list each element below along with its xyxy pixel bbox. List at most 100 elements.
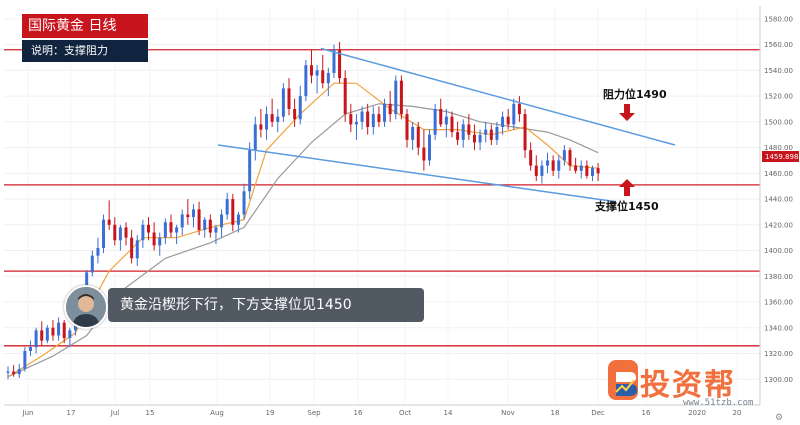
candle-body xyxy=(175,227,179,233)
candle-body xyxy=(231,199,235,225)
candle-body xyxy=(236,214,240,225)
resistance-label: 阻力位1490 xyxy=(603,87,667,101)
candle-body xyxy=(377,114,381,122)
candle-body xyxy=(557,160,561,171)
candle-body xyxy=(96,247,100,256)
candle-body xyxy=(90,255,94,273)
candle-body xyxy=(248,150,252,192)
candle-body xyxy=(276,116,280,122)
candle-body xyxy=(343,78,347,115)
y-tick-label: 1540.00 xyxy=(764,67,793,75)
x-axis: Jun 17 Jul 15 Aug 19 Sep 16 Oct 14 Nov 18 Dec 16 2020 2… xyxy=(4,404,760,417)
candle-body xyxy=(371,114,375,127)
y-tick-label: 1500.00 xyxy=(764,118,793,126)
candle-body xyxy=(568,150,572,166)
arrow-up-icon xyxy=(619,179,635,196)
candle-body xyxy=(450,116,454,133)
candle-body xyxy=(118,227,122,241)
support-label: 支撑位1450 xyxy=(594,199,659,213)
analysis-banner: 黄金沿楔形下行，下方支撑位见1450 xyxy=(108,288,424,322)
candle-body xyxy=(551,160,555,171)
candle-body xyxy=(45,327,49,341)
candle-body xyxy=(422,147,426,161)
x-tick-label: 2020 xyxy=(688,409,706,417)
y-tick-label: 1320.00 xyxy=(764,350,793,358)
candle-body xyxy=(506,116,510,125)
candle-body xyxy=(68,330,72,339)
candle-body xyxy=(461,124,465,140)
settings-gear-icon[interactable]: ⚙ xyxy=(775,413,784,423)
candle-body xyxy=(405,114,409,140)
candle-body xyxy=(124,227,128,238)
y-tick-label: 1380.00 xyxy=(764,273,793,281)
analyst-avatar xyxy=(64,285,108,329)
y-tick-label: 1580.00 xyxy=(764,15,793,23)
x-tick-label: Oct xyxy=(399,409,411,417)
candle-body xyxy=(253,124,257,151)
y-tick-label: 1520.00 xyxy=(764,93,793,101)
lower-trendline xyxy=(217,144,616,203)
chart-subtitle: 说明：支撑阻力 xyxy=(22,40,148,62)
candle-body xyxy=(6,371,10,373)
candle-body xyxy=(428,134,431,161)
annotations: 阻力位1490 支撑位1450 xyxy=(594,87,667,213)
candle-body xyxy=(225,199,229,215)
x-tick-label: 17 xyxy=(67,409,76,417)
ma-fast-line xyxy=(7,82,599,378)
candle-body xyxy=(411,126,415,140)
candle-body xyxy=(416,126,420,148)
candle-body xyxy=(540,165,544,176)
candle-body xyxy=(388,103,392,115)
candle-body xyxy=(585,165,589,176)
x-tick-label: 20 xyxy=(733,409,742,417)
candle-body xyxy=(456,132,460,140)
candle-body xyxy=(472,134,476,143)
x-tick-label: Nov xyxy=(501,409,515,417)
y-tick-label: 1300.00 xyxy=(764,376,793,384)
candle-body xyxy=(562,150,566,161)
candle-body xyxy=(259,124,263,130)
y-axis: 1300.00 1320.00 1340.00 1360.00 1380.00 1400.… xyxy=(759,6,793,405)
x-tick-label: 16 xyxy=(354,409,363,417)
candle-body xyxy=(169,222,173,233)
candle-body xyxy=(265,114,269,130)
candle-body xyxy=(574,165,578,171)
candle-body xyxy=(23,350,27,369)
candle-body xyxy=(309,65,313,76)
candle-body xyxy=(478,134,482,143)
candle-body xyxy=(590,168,594,176)
x-tick-label: Sep xyxy=(307,409,321,417)
candle-body xyxy=(180,214,184,228)
current-price-label: 1459.898 xyxy=(765,153,798,161)
x-tick-label: Jun xyxy=(22,409,34,417)
candle-body xyxy=(191,209,195,218)
watermark-name: 投资帮 xyxy=(640,368,736,403)
candle-body xyxy=(304,65,308,97)
x-tick-label: 15 xyxy=(146,409,155,417)
trendlines xyxy=(217,47,676,203)
candle-body xyxy=(51,327,55,336)
candle-body xyxy=(293,108,297,120)
x-tick-label: 18 xyxy=(551,409,560,417)
x-tick-label: 16 xyxy=(642,409,651,417)
candle-body xyxy=(197,209,201,230)
upper-trendline xyxy=(320,47,676,146)
x-tick-label: Jul xyxy=(110,409,120,417)
y-tick-label: 1460.00 xyxy=(764,170,793,178)
candle-body xyxy=(220,214,224,228)
candle-body xyxy=(579,165,583,171)
y-tick-label: 1340.00 xyxy=(764,324,793,332)
y-tick-label: 1360.00 xyxy=(764,299,793,307)
candles xyxy=(6,42,600,380)
candle-body xyxy=(102,219,106,248)
candle-body xyxy=(366,111,370,127)
candle-body xyxy=(40,330,44,341)
candle-body xyxy=(152,232,156,246)
candle-body xyxy=(28,347,32,351)
candle-body xyxy=(394,80,398,115)
candle-body xyxy=(158,237,162,246)
candle-body xyxy=(135,240,139,259)
candle-body xyxy=(214,227,218,233)
candle-body xyxy=(489,129,493,140)
